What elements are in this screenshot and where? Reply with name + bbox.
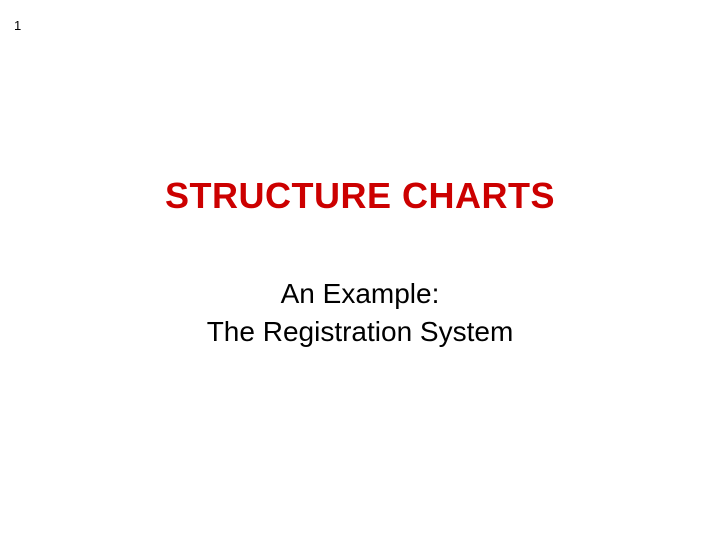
slide-subtitle: An Example: The Registration System [0,275,720,351]
slide-content: STRUCTURE CHARTS An Example: The Registr… [0,175,720,351]
slide-number: 1 [14,18,21,33]
subtitle-line-1: An Example: [0,275,720,313]
slide-title: STRUCTURE CHARTS [0,175,720,217]
subtitle-line-2: The Registration System [0,313,720,351]
